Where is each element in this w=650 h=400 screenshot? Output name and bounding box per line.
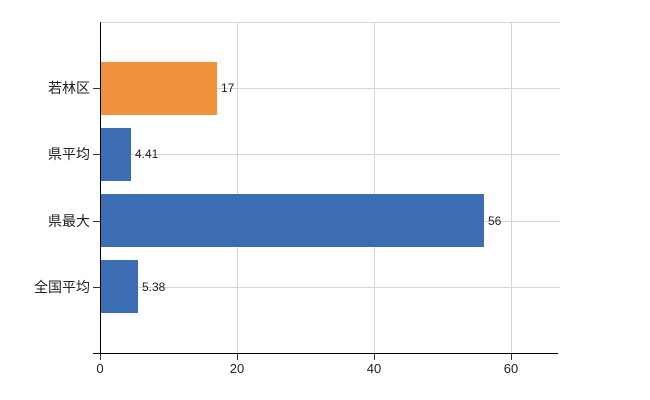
horizontal-gridline — [101, 287, 560, 288]
x-tick-label: 40 — [366, 361, 382, 376]
y-axis-line — [100, 22, 101, 354]
y-axis-category-label: 全国平均 — [34, 279, 90, 295]
bar — [101, 260, 138, 313]
y-tick-mark — [93, 88, 100, 89]
plot-top-border — [100, 22, 560, 23]
bar-value-label: 5.38 — [142, 280, 166, 294]
bar-value-label: 4.41 — [135, 147, 159, 161]
vertical-gridline — [237, 23, 238, 353]
y-axis-category-label: 県最大 — [48, 213, 90, 229]
y-tick-mark — [93, 221, 100, 222]
bar-value-label: 17 — [221, 81, 235, 95]
horizontal-gridline — [101, 154, 560, 155]
bar — [101, 194, 484, 247]
vertical-gridline — [374, 23, 375, 353]
y-tick-mark — [93, 154, 100, 155]
x-tick-mark — [100, 354, 101, 360]
x-tick-mark — [237, 354, 238, 360]
x-axis-line — [93, 353, 558, 354]
x-tick-mark — [374, 354, 375, 360]
x-tick-label: 60 — [503, 361, 519, 376]
vertical-gridline — [511, 23, 512, 353]
x-tick-label: 0 — [96, 361, 104, 376]
y-axis-category-label: 若林区 — [48, 80, 90, 96]
x-tick-label: 20 — [229, 361, 245, 376]
y-tick-mark — [93, 287, 100, 288]
horizontal-gridline — [101, 88, 560, 89]
bar-value-label: 56 — [488, 214, 502, 228]
bar — [101, 128, 131, 181]
x-tick-mark — [511, 354, 512, 360]
bar — [101, 62, 217, 115]
y-axis-category-label: 県平均 — [48, 146, 90, 162]
